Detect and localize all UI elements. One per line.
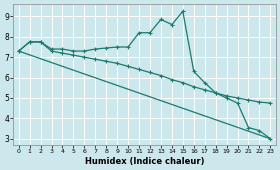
X-axis label: Humidex (Indice chaleur): Humidex (Indice chaleur) [85,157,204,166]
